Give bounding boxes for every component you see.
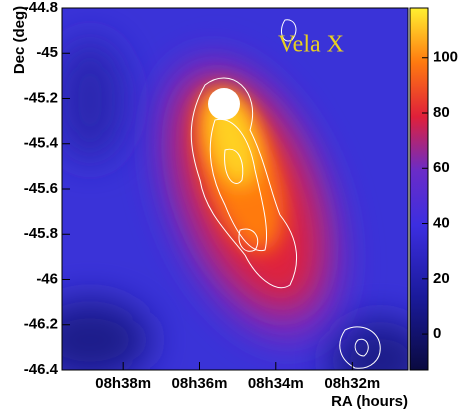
y-tick-label: -45.8 [24, 225, 58, 242]
colorbar-tick-label: 100 [433, 49, 458, 66]
colorbar-tick-label: 0 [433, 325, 441, 342]
y-tick-label: -44.8 [24, 0, 58, 16]
colorbar-tick-label: 60 [433, 159, 450, 176]
y-axis-label: Dec (deg) [11, 6, 28, 74]
colorbar-tick-label: 80 [433, 104, 450, 121]
x-tick-label: 08h36m [172, 375, 228, 392]
y-tick-label: -46.2 [24, 316, 58, 333]
x-axis-label: RA (hours) [331, 393, 408, 410]
chart: Vela X Dec (deg) RA (hours) -44.8 -45 -45.… [0, 0, 468, 412]
y-tick-label: -45.4 [24, 135, 59, 152]
y-tick-label: -45.2 [24, 89, 58, 106]
y-tick-label: -46.4 [24, 361, 59, 378]
x-tick-label: 08h34m [248, 375, 304, 392]
y-tick-label: -45 [36, 44, 58, 61]
heatmap-image [30, 8, 430, 400]
chart-title: Vela X [278, 32, 344, 58]
colorbar [410, 8, 428, 370]
y-tick-label: -45.6 [24, 180, 58, 197]
colorbar-tick-label: 40 [433, 215, 450, 232]
y-tick-label: -46 [36, 270, 58, 287]
colorbar-tick-label: 20 [433, 270, 450, 287]
x-tick-label: 08h32m [324, 375, 380, 392]
x-tick-label: 08h38m [95, 375, 151, 392]
